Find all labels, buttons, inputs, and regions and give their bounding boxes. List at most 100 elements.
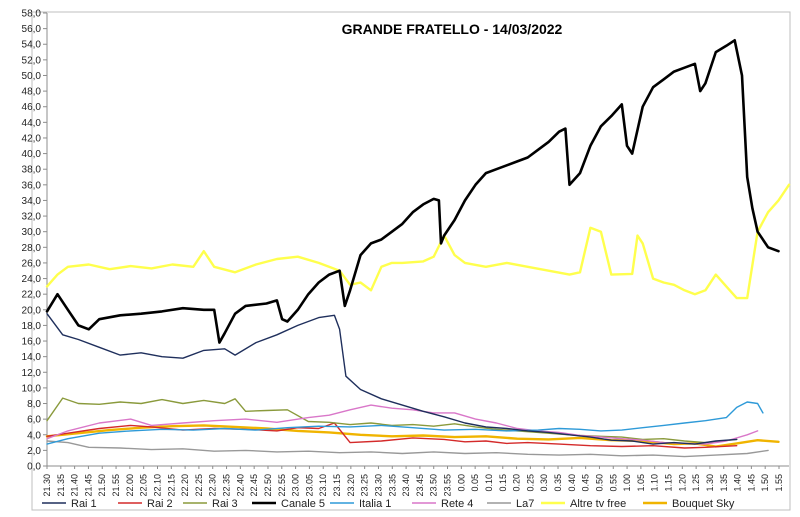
x-tick-label: 1.20 — [677, 474, 687, 492]
x-tick-label: 1.00 — [622, 474, 632, 492]
x-tick-label: 0.50 — [594, 474, 604, 492]
y-tick-label: 18,0 — [22, 321, 42, 332]
x-tick-label: 23.00 — [291, 474, 301, 497]
x-tick-label: 21.55 — [111, 474, 121, 497]
x-tick-label: 23.30 — [373, 474, 383, 497]
series-line-altre-tv-free — [45, 183, 791, 300]
y-tick-label: 46,0 — [22, 102, 42, 113]
y-tick-label: 28,0 — [22, 243, 42, 254]
x-tick-label: 0.45 — [581, 474, 591, 492]
x-tick-label: 23.45 — [415, 474, 425, 497]
x-tick-label: 1.35 — [719, 474, 729, 492]
chart-title: GRANDE FRATELLO - 14/03/2022 — [342, 21, 563, 37]
legend-label: Bouquet Sky — [672, 498, 735, 510]
y-tick-label: 44,0 — [22, 118, 42, 129]
x-tick-label: 1.50 — [760, 474, 770, 492]
y-tick-label: 8,0 — [27, 399, 41, 410]
x-tick-label: 22.10 — [152, 474, 162, 497]
x-tick-label: 1.15 — [664, 474, 674, 492]
y-tick-label: 24,0 — [22, 274, 42, 285]
x-axis: 21.30 21.35 21.40 21.45 21.50 21.55 22.00 22.05… — [42, 465, 789, 497]
series-line-rai-1 — [46, 313, 738, 445]
x-tick-label: 1.25 — [691, 474, 701, 492]
x-tick-label: 0.30 — [539, 474, 549, 492]
x-tick-label: 0.15 — [498, 474, 508, 492]
y-tick-label: 32,0 — [22, 212, 42, 223]
y-tick-label: 52,0 — [22, 55, 42, 66]
x-tick-label: 0.00 — [456, 474, 466, 492]
legend-label: Altre tv free — [570, 498, 626, 510]
y-tick-label: 50,0 — [22, 71, 42, 82]
x-tick-label: 23.15 — [332, 474, 342, 497]
y-tick-label: 4,0 — [27, 430, 41, 441]
x-tick-label: 1.30 — [705, 474, 715, 492]
y-tick-label: 12,0 — [22, 368, 42, 379]
x-tick-label: 1.55 — [774, 474, 784, 492]
x-tick-label: 22.25 — [194, 474, 204, 497]
y-tick-label: 42,0 — [22, 133, 42, 144]
x-tick-label: 0.55 — [608, 474, 618, 492]
series-line-canale-5 — [45, 38, 780, 344]
y-tick-label: 58,0 — [22, 9, 42, 20]
x-tick-label: 0.40 — [567, 474, 577, 492]
x-tick-label: 0.10 — [484, 474, 494, 492]
y-tick-label: 22,0 — [22, 290, 42, 301]
y-tick-label: 14,0 — [22, 352, 42, 363]
y-tick-label: 40,0 — [22, 149, 42, 160]
y-tick-label: 34,0 — [22, 196, 42, 207]
x-tick-label: 22.50 — [263, 474, 273, 497]
x-tick-label: 1.45 — [746, 474, 756, 492]
x-tick-label: 0.05 — [470, 474, 480, 492]
x-tick-label: 1.05 — [636, 474, 646, 492]
series-layer — [45, 38, 791, 458]
x-tick-label: 1.10 — [650, 474, 660, 492]
legend-label: Italia 1 — [359, 498, 391, 510]
x-tick-label: 21.30 — [42, 474, 52, 497]
x-tick-label: 23.10 — [318, 474, 328, 497]
y-tick-label: 26,0 — [22, 258, 42, 269]
y-tick-label: 36,0 — [22, 180, 42, 191]
y-tick-label: 10,0 — [22, 383, 42, 394]
x-tick-label: 21.40 — [70, 474, 80, 497]
x-tick-label: 23.50 — [429, 474, 439, 497]
y-tick-label: 0,0 — [27, 462, 41, 473]
x-tick-label: 23.55 — [443, 474, 453, 497]
x-tick-label: 23.40 — [401, 474, 411, 497]
y-tick-label: 2,0 — [27, 446, 41, 457]
y-tick-label: 16,0 — [22, 337, 42, 348]
chart-area-border — [31, 11, 791, 511]
series-line-rai-2 — [46, 422, 738, 449]
y-tick-label: 6,0 — [27, 415, 41, 426]
x-tick-label: 0.20 — [512, 474, 522, 492]
series-line-italia-1 — [46, 401, 764, 445]
x-tick-label: 22.40 — [235, 474, 245, 497]
x-tick-label: 22.45 — [249, 474, 259, 497]
x-tick-label: 22.15 — [166, 474, 176, 497]
x-tick-label: 22.55 — [277, 474, 287, 497]
y-tick-label: 48,0 — [22, 87, 42, 98]
x-tick-label: 22.20 — [180, 474, 190, 497]
x-tick-label: 0.35 — [553, 474, 563, 492]
legend-label: La7 — [516, 498, 534, 510]
y-tick-label: 54,0 — [22, 40, 42, 51]
x-tick-label: 22.35 — [222, 474, 232, 497]
legend: Rai 1 Rai 2 Rai 3 Canale 5 Italia 1 Rete 4 La7… — [42, 498, 735, 510]
legend-label: Rai 1 — [71, 498, 97, 510]
x-tick-label: 22.05 — [139, 474, 149, 497]
legend-label: Canale 5 — [281, 498, 325, 510]
x-tick-label: 23.25 — [360, 474, 370, 497]
x-tick-label: 1.40 — [733, 474, 743, 492]
x-tick-label: 23.35 — [387, 474, 397, 497]
x-tick-label: 23.05 — [304, 474, 314, 497]
x-tick-label: 21.35 — [56, 474, 66, 497]
x-tick-label: 22.30 — [208, 474, 218, 497]
y-tick-label: 20,0 — [22, 305, 42, 316]
x-tick-label: 21.50 — [97, 474, 107, 497]
legend-label: Rai 3 — [212, 498, 238, 510]
y-tick-label: 38,0 — [22, 165, 42, 176]
series-line-rete-4 — [46, 404, 759, 445]
x-tick-label: 21.45 — [83, 474, 93, 497]
legend-label: Rai 2 — [147, 498, 173, 510]
